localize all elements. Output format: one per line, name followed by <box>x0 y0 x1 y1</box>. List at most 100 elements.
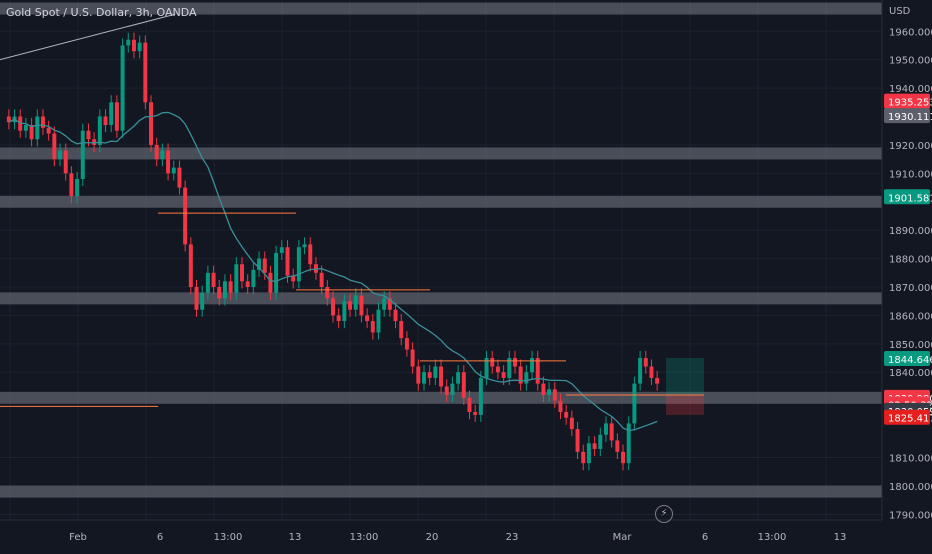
candle-body <box>376 309 381 333</box>
time-tick-label: 13 <box>834 532 847 543</box>
candle-body <box>75 179 80 197</box>
price-tick-label: 1890.000 <box>889 226 932 237</box>
candle-body <box>222 281 227 299</box>
candle-body <box>183 187 188 245</box>
time-tick-label: Feb <box>69 532 87 543</box>
candle-body <box>211 272 216 287</box>
candle-body <box>501 372 506 378</box>
candle-body <box>382 298 387 310</box>
candle-body <box>120 45 125 131</box>
candle-body <box>154 144 159 160</box>
time-tick-label: 20 <box>426 532 439 543</box>
candle-body <box>370 321 375 333</box>
candle-body <box>6 116 11 123</box>
candle-body <box>234 264 239 293</box>
candle-body <box>200 292 205 310</box>
candle-body <box>325 286 330 299</box>
candle-body <box>46 127 51 134</box>
price-tick-label: 1920.000 <box>889 141 932 152</box>
candle-body <box>194 286 199 310</box>
candle-body <box>63 150 68 174</box>
sr-zone <box>0 292 882 305</box>
candle-body <box>268 272 273 293</box>
candle-body <box>427 372 432 378</box>
price-tick-label: 1790.000 <box>889 510 932 521</box>
sr-zone <box>0 485 882 498</box>
time-tick-label: 23 <box>506 532 519 543</box>
candle-body <box>308 244 313 265</box>
time-tick-label: 6 <box>702 532 708 543</box>
price-tick-label: 1800.000 <box>889 482 932 493</box>
price-tick-label: 1880.000 <box>889 255 932 266</box>
price-badge-label: 1844.646 <box>888 355 932 366</box>
currency-label[interactable]: USD <box>889 6 911 17</box>
candle-body <box>512 358 517 367</box>
sr-zone <box>0 147 882 160</box>
candle-body <box>598 434 603 449</box>
price-tick-label: 1870.000 <box>889 283 932 294</box>
candle-body <box>518 366 523 384</box>
price-tick-label: 1940.000 <box>889 84 932 95</box>
candle-body <box>473 412 478 415</box>
price-tick-label: 1810.000 <box>889 453 932 464</box>
candle-body <box>35 116 40 140</box>
candle-body <box>535 358 540 384</box>
candle-body <box>296 247 301 282</box>
candle-body <box>86 130 91 140</box>
lightning-icon[interactable]: ⚡ <box>655 505 673 523</box>
candle-body <box>632 383 637 424</box>
candle-body <box>621 451 626 464</box>
candle-body <box>530 358 535 373</box>
candle-body <box>649 366 654 378</box>
candle-body <box>285 247 290 276</box>
price-tick-label: 1950.000 <box>889 56 932 67</box>
candle-body <box>251 269 256 287</box>
candle-body <box>92 139 97 145</box>
price-tick-label: 1910.000 <box>889 169 932 180</box>
candle-body <box>348 301 353 310</box>
long-position-target-zone <box>666 358 704 395</box>
candle-body <box>467 397 472 413</box>
candle-body <box>404 338 409 350</box>
candle-body <box>58 150 63 160</box>
candle-body <box>387 298 392 310</box>
price-badge <box>884 351 930 367</box>
candle-body <box>586 443 591 464</box>
trend-line <box>0 13 176 61</box>
candle-body <box>450 383 455 395</box>
candle-body <box>302 244 307 248</box>
price-tick-label: 1860.000 <box>889 311 932 322</box>
price-tick-label: 1840.000 <box>889 368 932 379</box>
candle-body <box>564 412 569 418</box>
candle-body <box>439 366 444 387</box>
candle-body <box>331 298 335 316</box>
time-tick-label: 13:00 <box>758 532 787 543</box>
candle-body <box>126 39 131 46</box>
price-badge <box>884 189 930 205</box>
candle-body <box>240 264 244 282</box>
candle-body <box>137 42 142 52</box>
price-badge-label: 1935.253 <box>888 98 932 109</box>
time-tick-label: Mar <box>613 532 633 543</box>
candle-body <box>507 358 512 378</box>
candle-body <box>558 400 563 413</box>
candle-body <box>495 366 500 373</box>
candle-body <box>484 358 489 378</box>
price-badge-label: 1825.417 <box>888 414 932 425</box>
candle-body <box>23 125 28 131</box>
candle-body <box>433 366 438 378</box>
candle-body <box>166 150 171 174</box>
candle-body <box>131 39 136 52</box>
candle-body <box>217 286 222 299</box>
candle-body <box>228 281 233 293</box>
candle-body <box>279 247 284 253</box>
candle-body <box>655 377 660 384</box>
candle-body <box>626 423 631 464</box>
candle-body <box>552 389 557 401</box>
moving-average-line <box>8 111 658 432</box>
candle-body <box>444 386 449 395</box>
candle-body <box>342 301 347 322</box>
candle-body <box>143 42 148 103</box>
